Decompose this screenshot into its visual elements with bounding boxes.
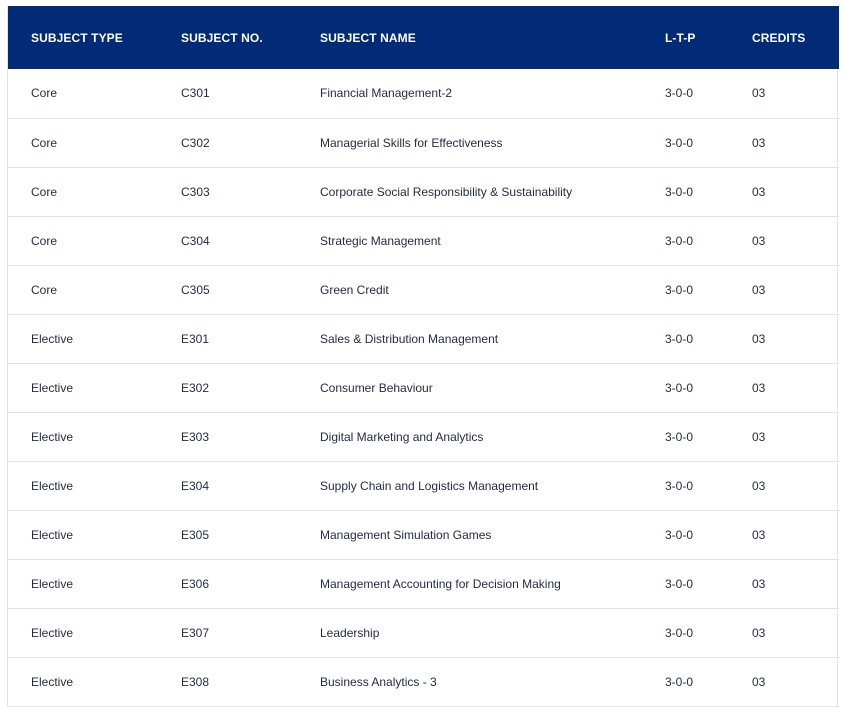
cell-subject-type: Elective — [8, 313, 181, 363]
cell-credits: 03 — [752, 411, 839, 461]
table-row: Core C301 Financial Management-2 3-0-0 03 — [8, 69, 839, 118]
cell-ltp: 3-0-0 — [665, 362, 752, 412]
cell-subject-name: Supply Chain and Logistics Management — [320, 460, 665, 510]
cell-subject-type: Elective — [8, 362, 181, 412]
cell-subject-no: C303 — [181, 166, 320, 216]
table-row: Elective E305 Management Simulation Games 3… — [8, 509, 839, 559]
cell-credits: 03 — [752, 460, 839, 510]
cell-ltp: 3-0-0 — [665, 264, 752, 314]
cell-credits: 03 — [752, 558, 839, 608]
cell-ltp: 3-0-0 — [665, 656, 752, 707]
cell-subject-type: Core — [8, 215, 181, 265]
table-row: Elective E308 Business Analytics - 3 3-0-0 0… — [8, 656, 839, 707]
cell-subject-name: Leadership — [320, 607, 665, 657]
cell-ltp: 3-0-0 — [665, 509, 752, 559]
table-row: Core C302 Managerial Skills for Effectiven… — [8, 117, 839, 167]
cell-subject-type: Elective — [8, 656, 181, 707]
cell-subject-type: Core — [8, 117, 181, 167]
cell-ltp: 3-0-0 — [665, 607, 752, 657]
cell-subject-no: E308 — [181, 656, 320, 707]
cell-subject-no: E304 — [181, 460, 320, 510]
header-ltp: L-T-P — [665, 30, 696, 45]
cell-subject-name: Green Credit — [320, 264, 665, 314]
table-row: Elective E307 Leadership 3-0-0 03 — [8, 607, 839, 657]
cell-ltp: 3-0-0 — [665, 86, 694, 101]
cell-ltp: 3-0-0 — [665, 460, 752, 510]
cell-subject-no: C302 — [181, 117, 320, 167]
cell-ltp: 3-0-0 — [665, 117, 752, 167]
cell-subject-name: Managerial Skills for Effectiveness — [320, 117, 665, 167]
cell-subject-type: Core — [8, 166, 181, 216]
cell-subject-no: C304 — [181, 215, 320, 265]
table-row: Elective E301 Sales & Distribution Managem… — [8, 313, 839, 363]
cell-ltp: 3-0-0 — [665, 215, 752, 265]
cell-subject-type: Elective — [8, 509, 181, 559]
cell-subject-name: Digital Marketing and Analytics — [320, 411, 665, 461]
header-subject-no: SUBJECT NO. — [181, 30, 263, 45]
cell-subject-type: Core — [8, 264, 181, 314]
cell-subject-no: E305 — [181, 509, 320, 559]
cell-subject-name: Corporate Social Responsibility & Sustai… — [320, 166, 665, 216]
header-row: SUBJECT TYPE SUBJECT NO. SUBJECT NAME L-… — [8, 6, 839, 69]
cell-subject-name: Strategic Management — [320, 215, 665, 265]
cell-subject-name: Management Accounting for Decision Makin… — [320, 558, 665, 608]
header-subject-type: SUBJECT TYPE — [31, 30, 123, 45]
cell-subject-name: Sales & Distribution Management — [320, 313, 665, 363]
cell-subject-name: Business Analytics - 3 — [320, 656, 665, 707]
header-credits: CREDITS — [752, 30, 806, 45]
header-subject-name: SUBJECT NAME — [320, 30, 416, 45]
cell-credits: 03 — [752, 215, 839, 265]
cell-subject-no: E301 — [181, 313, 320, 363]
table-row: Core C304 Strategic Management 3-0-0 03 — [8, 215, 839, 265]
cell-credits: 03 — [752, 86, 766, 101]
cell-subject-type: Elective — [8, 558, 181, 608]
cell-subject-type: Elective — [8, 460, 181, 510]
cell-credits: 03 — [752, 166, 839, 216]
table-row: Core C305 Green Credit 3-0-0 03 — [8, 264, 839, 314]
cell-subject-no: E307 — [181, 607, 320, 657]
table-body: Core C301 Financial Management-2 3-0-0 03 Cor… — [8, 69, 839, 707]
cell-subject-name: Financial Management-2 — [320, 86, 453, 101]
course-table: SUBJECT TYPE SUBJECT NO. SUBJECT NAME L-… — [8, 6, 839, 707]
table-header: SUBJECT TYPE SUBJECT NO. SUBJECT NAME L-… — [8, 6, 839, 69]
cell-subject-no: E303 — [181, 411, 320, 461]
cell-ltp: 3-0-0 — [665, 411, 752, 461]
cell-credits: 03 — [752, 264, 839, 314]
cell-subject-name: Consumer Behaviour — [320, 362, 665, 412]
cell-subject-name: Management Simulation Games — [320, 509, 665, 559]
cell-ltp: 3-0-0 — [665, 166, 752, 216]
cell-ltp: 3-0-0 — [665, 558, 752, 608]
cell-credits: 03 — [752, 509, 839, 559]
cell-credits: 03 — [752, 656, 839, 707]
table-row: Elective E302 Consumer Behaviour 3-0-0 03 — [8, 362, 839, 412]
cell-credits: 03 — [752, 117, 839, 167]
cell-subject-type: Core — [31, 86, 58, 101]
cell-subject-no: E306 — [181, 558, 320, 608]
cell-subject-no: C301 — [181, 86, 210, 101]
cell-credits: 03 — [752, 313, 839, 363]
course-table-container: SUBJECT TYPE SUBJECT NO. SUBJECT NAME L-… — [7, 6, 839, 707]
table-row: Elective E306 Management Accounting for De… — [8, 558, 839, 608]
cell-subject-no: E302 — [181, 362, 320, 412]
table-row: Elective E304 Supply Chain and Logistics M… — [8, 460, 839, 510]
cell-subject-type: Elective — [8, 607, 181, 657]
cell-subject-no: C305 — [181, 264, 320, 314]
cell-credits: 03 — [752, 607, 839, 657]
table-row: Core C303 Corporate Social Responsibility … — [8, 166, 839, 216]
cell-subject-type: Elective — [8, 411, 181, 461]
cell-credits: 03 — [752, 362, 839, 412]
cell-ltp: 3-0-0 — [665, 313, 752, 363]
table-row: Elective E303 Digital Marketing and Analyt… — [8, 411, 839, 461]
